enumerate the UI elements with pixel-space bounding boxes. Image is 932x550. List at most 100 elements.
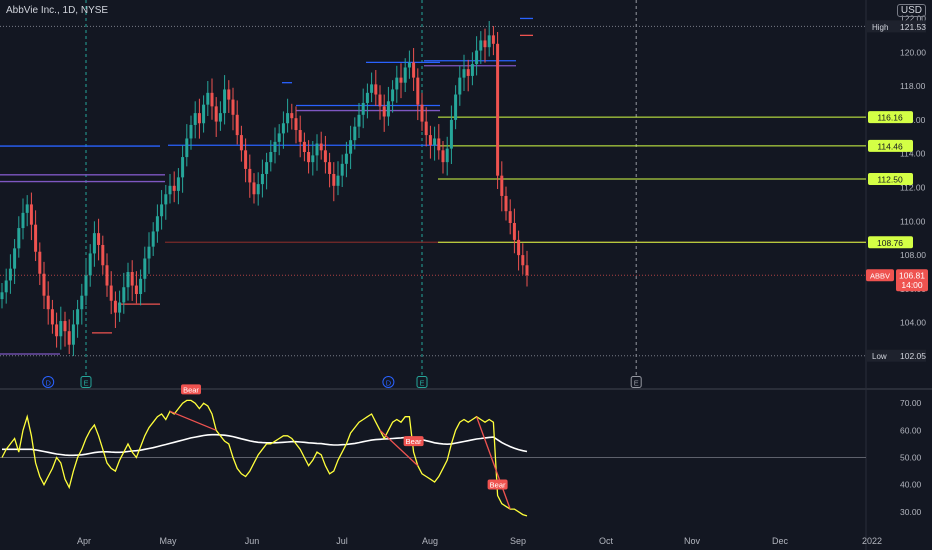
bear-label-text: Bear (490, 481, 506, 490)
candle (458, 77, 462, 95)
candle (97, 233, 101, 245)
pane-separator[interactable] (0, 388, 932, 390)
candle (143, 258, 147, 279)
event-marker-label: E (634, 379, 639, 388)
level-badge (868, 111, 913, 124)
rsi-axis-tick: 30.00 (900, 507, 922, 517)
candle (382, 106, 386, 117)
bearish-divergence-line (169, 410, 217, 431)
candle (260, 173, 264, 185)
candle (328, 162, 332, 174)
candle (202, 104, 206, 124)
candle (122, 287, 126, 303)
candle (134, 285, 138, 294)
candle (433, 138, 437, 146)
candle (374, 84, 378, 95)
candle (466, 69, 470, 76)
bear-label (181, 384, 201, 395)
level-badge-label: 112.50 (877, 175, 903, 185)
x-tick-label: Jun (245, 536, 260, 546)
candle (206, 92, 210, 105)
candle (391, 89, 395, 102)
candle (332, 173, 336, 186)
bearish-divergence-line (475, 416, 511, 510)
x-tick-label: Sep (510, 536, 526, 546)
candle (25, 204, 29, 213)
bear-label-text: Bear (183, 385, 199, 394)
price-axis-tick: 122.00 (900, 13, 926, 23)
dividend-marker[interactable] (42, 376, 55, 388)
earnings-marker[interactable] (80, 376, 92, 388)
rsi-ma-line (2, 433, 528, 457)
candle (151, 231, 155, 247)
candle (311, 155, 315, 163)
candle (277, 133, 281, 142)
candle (4, 280, 8, 293)
last-price-time: 14:00 (901, 280, 923, 290)
currency-selector[interactable]: USD (896, 4, 926, 17)
candle (239, 135, 243, 151)
candle (210, 92, 214, 107)
candle (407, 62, 411, 68)
candle (508, 211, 512, 223)
event-marker-label: D (386, 379, 392, 388)
candle (218, 113, 222, 122)
candle (483, 40, 487, 48)
candle (403, 67, 407, 83)
candle (307, 152, 311, 163)
candle (416, 77, 420, 105)
candle (512, 223, 516, 240)
candle (29, 204, 33, 225)
candle (353, 126, 357, 141)
candle (441, 150, 445, 163)
candle (462, 69, 466, 78)
candle (286, 113, 290, 124)
level-badge (868, 139, 913, 152)
candle (273, 141, 277, 152)
candle (63, 321, 67, 332)
candle (38, 251, 42, 274)
candle (126, 272, 130, 288)
earnings-marker[interactable] (416, 376, 428, 388)
candle (84, 275, 88, 296)
candle (349, 140, 353, 154)
level-badge-label: 116.16 (877, 113, 903, 123)
candle (46, 295, 50, 310)
price-axis-tick: 104.00 (900, 318, 926, 328)
candle (256, 184, 260, 195)
symbol-badge (866, 269, 894, 282)
candle (357, 114, 361, 127)
earnings-marker[interactable] (630, 376, 642, 388)
candle (155, 216, 159, 232)
x-tick-label: Dec (772, 536, 789, 546)
candle (244, 150, 248, 169)
candle (50, 309, 54, 325)
x-tick-label: May (159, 536, 177, 546)
candle (34, 224, 38, 252)
price-axis-tick: 118.00 (900, 81, 926, 91)
candle (319, 143, 323, 151)
candle (302, 141, 306, 152)
price-axis-tick: 114.00 (900, 149, 926, 159)
candle (181, 157, 185, 178)
level-badge-label: 108.76 (877, 238, 903, 248)
candle (193, 113, 197, 125)
x-tick-label: Nov (684, 536, 701, 546)
rsi-axis-tick: 40.00 (900, 480, 922, 490)
candle (437, 138, 441, 151)
candle (185, 138, 189, 158)
candle (235, 114, 239, 136)
candle (386, 101, 390, 117)
dividend-marker[interactable] (382, 376, 395, 388)
candle (59, 321, 63, 337)
candle (76, 309, 80, 325)
price-axis-tick: 120.00 (900, 47, 926, 57)
candle (290, 113, 294, 119)
candle (323, 150, 327, 163)
candle (344, 153, 348, 164)
candle (17, 228, 21, 249)
candle (214, 106, 218, 122)
candle (176, 177, 180, 191)
candle (525, 265, 529, 276)
candle (88, 253, 92, 276)
